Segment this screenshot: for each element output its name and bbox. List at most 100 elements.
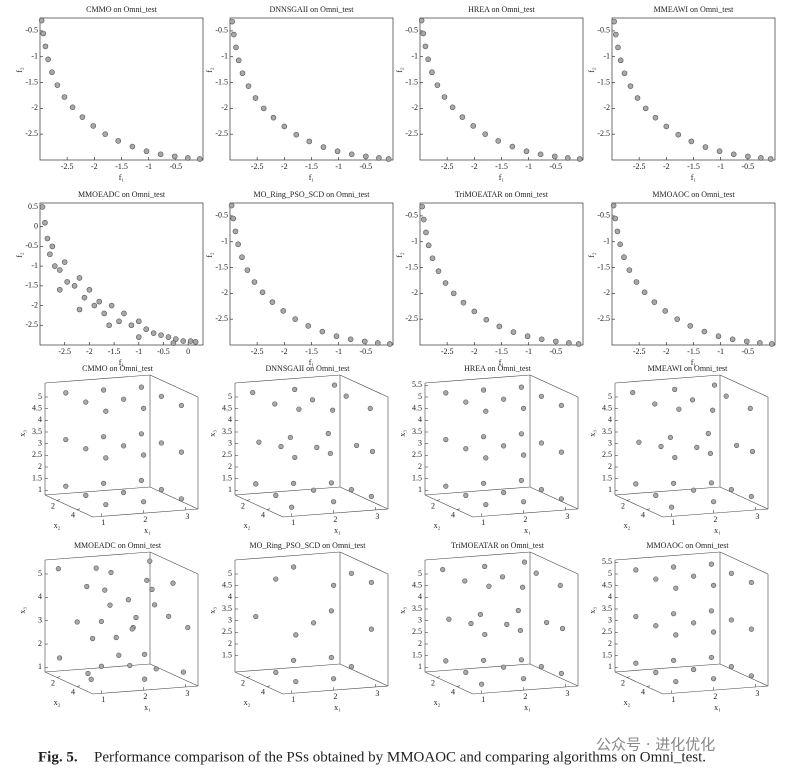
x-tick-label: -1 bbox=[145, 162, 152, 171]
y-tick-label: -1 bbox=[411, 52, 418, 61]
x-axis-label: f₁ bbox=[309, 358, 315, 367]
y-tick-label: -2.5 bbox=[25, 320, 38, 329]
x-tick-label: 1 bbox=[291, 695, 295, 704]
x-tick-label: -1 bbox=[717, 162, 724, 171]
box-edge bbox=[662, 508, 769, 518]
z-tick-label: 1.5 bbox=[602, 473, 612, 482]
box-edge bbox=[44, 494, 94, 518]
y-tick bbox=[76, 508, 81, 510]
point bbox=[170, 580, 176, 586]
point bbox=[311, 620, 317, 626]
y-tick bbox=[266, 685, 271, 687]
point bbox=[715, 333, 722, 340]
y-tick-label: -1.5 bbox=[405, 77, 418, 86]
point bbox=[758, 155, 764, 161]
point bbox=[270, 114, 277, 121]
x-tick-label: 0 bbox=[186, 347, 190, 356]
point bbox=[292, 386, 298, 392]
z-tick-label: 2 bbox=[38, 639, 42, 648]
point bbox=[106, 322, 112, 329]
point bbox=[86, 286, 93, 293]
point bbox=[733, 442, 740, 449]
x-tick-label: -2.5 bbox=[633, 347, 646, 356]
point bbox=[518, 657, 525, 663]
point bbox=[523, 148, 530, 155]
point bbox=[709, 407, 716, 413]
point bbox=[701, 328, 708, 335]
y-tick-label: 4 bbox=[261, 687, 265, 696]
point bbox=[108, 569, 114, 576]
point bbox=[710, 499, 717, 505]
point bbox=[45, 56, 51, 63]
y-axis-label: x₂ bbox=[244, 521, 251, 530]
point bbox=[158, 332, 164, 338]
point bbox=[517, 627, 524, 634]
point bbox=[690, 666, 697, 673]
z-tick-label: 5 bbox=[228, 392, 232, 401]
box-edge bbox=[614, 486, 721, 496]
y-axis-label: x₂ bbox=[54, 698, 61, 707]
point bbox=[178, 402, 184, 409]
y-tick-label: -1 bbox=[31, 261, 38, 270]
plot-frame bbox=[419, 17, 584, 161]
box-edge bbox=[92, 685, 199, 695]
z-tick-label: 3.5 bbox=[412, 427, 422, 436]
x-axis-label: f₁ bbox=[309, 173, 315, 182]
y-tick-label: 4 bbox=[261, 510, 265, 519]
x-tick-label: -0.5 bbox=[741, 162, 754, 171]
point bbox=[239, 70, 246, 77]
point bbox=[564, 155, 571, 161]
point bbox=[141, 405, 147, 411]
y-axis-label: f₂ bbox=[15, 67, 24, 73]
point bbox=[519, 584, 526, 590]
point bbox=[39, 204, 46, 210]
z-tick-label: 2 bbox=[608, 639, 612, 648]
point bbox=[621, 70, 628, 77]
box-edge bbox=[44, 551, 151, 561]
point bbox=[152, 602, 158, 608]
plot-title: HREA on Omni_test bbox=[464, 364, 531, 373]
point bbox=[273, 669, 279, 675]
x-tick-label: -2 bbox=[281, 347, 288, 356]
point bbox=[674, 316, 681, 322]
point bbox=[481, 434, 487, 440]
x-tick-label: -0.5 bbox=[741, 347, 754, 356]
point bbox=[115, 138, 122, 144]
x-axis-label: x₁ bbox=[334, 703, 341, 712]
point bbox=[251, 279, 258, 285]
point bbox=[83, 446, 89, 452]
point bbox=[376, 155, 382, 161]
point bbox=[74, 619, 80, 625]
point bbox=[63, 436, 69, 443]
plot-title: TriMOEATAR on Omni_test bbox=[451, 541, 545, 550]
point bbox=[348, 487, 355, 493]
point bbox=[748, 626, 755, 632]
point bbox=[470, 123, 477, 129]
box-edge bbox=[234, 486, 341, 496]
x-tick-label: -2 bbox=[663, 347, 670, 356]
point bbox=[273, 492, 279, 498]
point bbox=[518, 431, 525, 437]
box-edge bbox=[424, 494, 474, 518]
point bbox=[501, 489, 507, 496]
point bbox=[673, 585, 679, 591]
z-tick-label: 4 bbox=[418, 592, 422, 601]
x-tick-label: -1 bbox=[335, 347, 342, 356]
point bbox=[386, 341, 393, 347]
point bbox=[125, 597, 131, 603]
box-edge bbox=[282, 685, 389, 695]
point bbox=[443, 483, 449, 489]
x-tick-label: -1.5 bbox=[687, 347, 700, 356]
y-tick-label: -1.5 bbox=[597, 77, 610, 86]
point bbox=[244, 267, 251, 273]
x-tick-label: -2.5 bbox=[251, 162, 264, 171]
point bbox=[281, 123, 288, 130]
point bbox=[521, 559, 528, 565]
box-edge bbox=[92, 508, 199, 518]
point bbox=[374, 340, 381, 346]
z-tick-label: 1 bbox=[38, 485, 42, 494]
point bbox=[626, 267, 633, 273]
y-tick-label: -2 bbox=[31, 300, 38, 309]
point bbox=[636, 439, 642, 445]
